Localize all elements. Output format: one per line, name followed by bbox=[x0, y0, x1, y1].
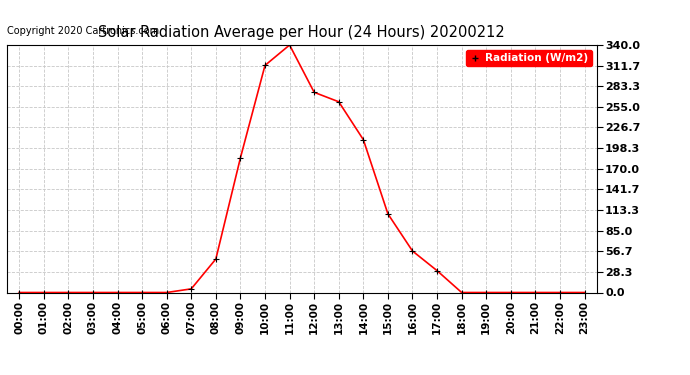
Text: Copyright 2020 Cartronics.com: Copyright 2020 Cartronics.com bbox=[7, 26, 159, 36]
Title: Solar Radiation Average per Hour (24 Hours) 20200212: Solar Radiation Average per Hour (24 Hou… bbox=[99, 25, 505, 40]
Legend: Radiation (W/m2): Radiation (W/m2) bbox=[466, 50, 591, 66]
